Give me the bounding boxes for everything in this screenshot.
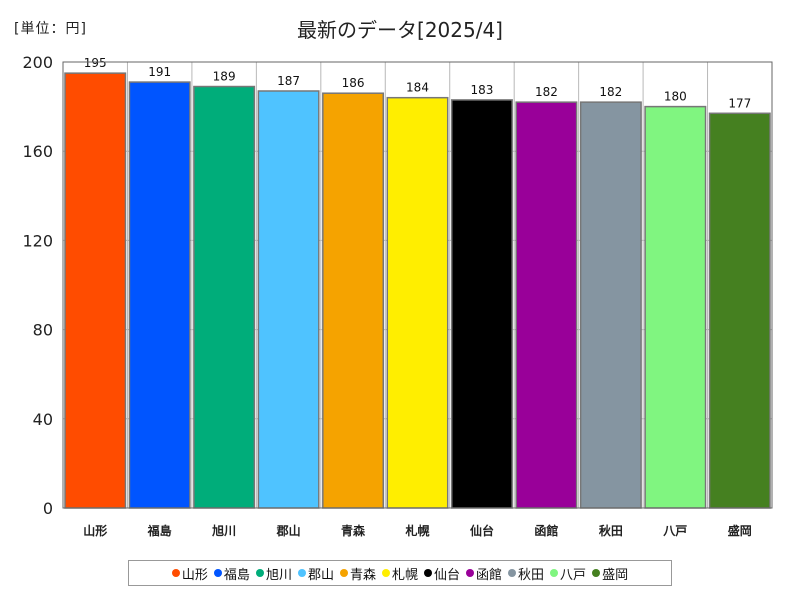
legend-item: 福島 [213, 564, 250, 583]
legend-label: 秋田 [518, 567, 545, 583]
legend-label: 郡山 [307, 567, 334, 583]
data-label: 177 [728, 96, 751, 110]
y-tick-label: 0 [43, 499, 53, 518]
y-tick-label: 80 [33, 321, 53, 340]
legend-item: 秋田 [508, 564, 544, 583]
bar-5 [322, 92, 385, 509]
data-label: 191 [148, 65, 171, 79]
data-label: 189 [213, 70, 236, 84]
legend-item: 八戸 [550, 564, 586, 583]
legend-label: 青森 [349, 567, 376, 583]
legend-label: 函館 [476, 567, 503, 583]
x-tick-label: 函館 [534, 523, 558, 538]
legend-marker [297, 569, 306, 577]
data-label: 180 [664, 90, 687, 104]
legend-label: 福島 [223, 567, 250, 583]
legend-label: 旭川 [265, 567, 292, 583]
legend-item: 旭川 [255, 564, 292, 583]
bar-10 [644, 105, 707, 509]
bar-2 [128, 81, 191, 509]
data-label: 195 [84, 56, 107, 70]
y-tick-label: 200 [22, 53, 53, 72]
legend-item: 仙台 [424, 564, 460, 583]
y-tick-label: 120 [22, 231, 53, 250]
bar-1 [64, 72, 127, 509]
plot-frame [62, 61, 773, 509]
legend-label: 仙台 [434, 567, 461, 583]
legend-marker [255, 569, 264, 577]
legend-marker [424, 569, 432, 577]
legend-marker [213, 569, 222, 577]
bar-8 [515, 101, 578, 509]
x-tick-label: 旭川 [211, 523, 236, 538]
x-tick-label: 青森 [341, 523, 366, 538]
x-tick-label: 福島 [147, 523, 172, 538]
chart-title: 最新のデータ[2025/4] [297, 18, 503, 42]
unit-label: [単位：円] [14, 21, 87, 37]
data-label: 184 [406, 81, 429, 95]
bar-3 [193, 85, 256, 509]
legend-marker [466, 569, 475, 577]
x-tick-label: 郡山 [276, 523, 301, 538]
x-tick-label: 山形 [83, 523, 107, 538]
bar-4 [257, 90, 320, 509]
y-tick-label: 40 [33, 410, 53, 429]
legend-marker [381, 569, 390, 577]
data-label: 183 [471, 83, 494, 97]
legend-label: 盛岡 [602, 567, 629, 583]
bar-9 [579, 101, 642, 509]
legend-label: 八戸 [560, 567, 587, 583]
legend-item: 山形 [171, 564, 208, 583]
x-tick-label: 盛岡 [728, 523, 752, 538]
legend-marker [171, 569, 180, 577]
y-tick-label: 160 [22, 142, 53, 161]
chart-legend: 山形 福島 旭川 郡山 青森 札幌 仙台 函館 秋田 八戸 盛岡 [128, 560, 672, 586]
bar-6 [386, 96, 449, 509]
data-label: 186 [342, 76, 365, 90]
data-label: 187 [277, 74, 300, 88]
x-tick-label: 秋田 [599, 523, 623, 538]
legend-marker [592, 569, 601, 577]
legend-label: 山形 [181, 567, 208, 583]
legend-marker [339, 569, 348, 577]
legend-marker [508, 569, 517, 577]
bar-7 [450, 99, 513, 509]
legend-item: 函館 [466, 564, 502, 583]
x-tick-label: 札幌 [404, 523, 429, 538]
data-label: 182 [535, 85, 558, 99]
legend-item: 青森 [339, 564, 376, 583]
x-tick-label: 仙台 [470, 523, 494, 538]
data-label: 182 [599, 85, 622, 99]
legend-label: 札幌 [391, 567, 418, 583]
bar-11 [708, 112, 771, 509]
legend-item: 盛岡 [592, 564, 628, 583]
legend-item: 郡山 [297, 564, 334, 583]
x-tick-label: 八戸 [662, 524, 687, 538]
legend-marker [550, 569, 559, 577]
legend-item: 札幌 [381, 564, 418, 583]
